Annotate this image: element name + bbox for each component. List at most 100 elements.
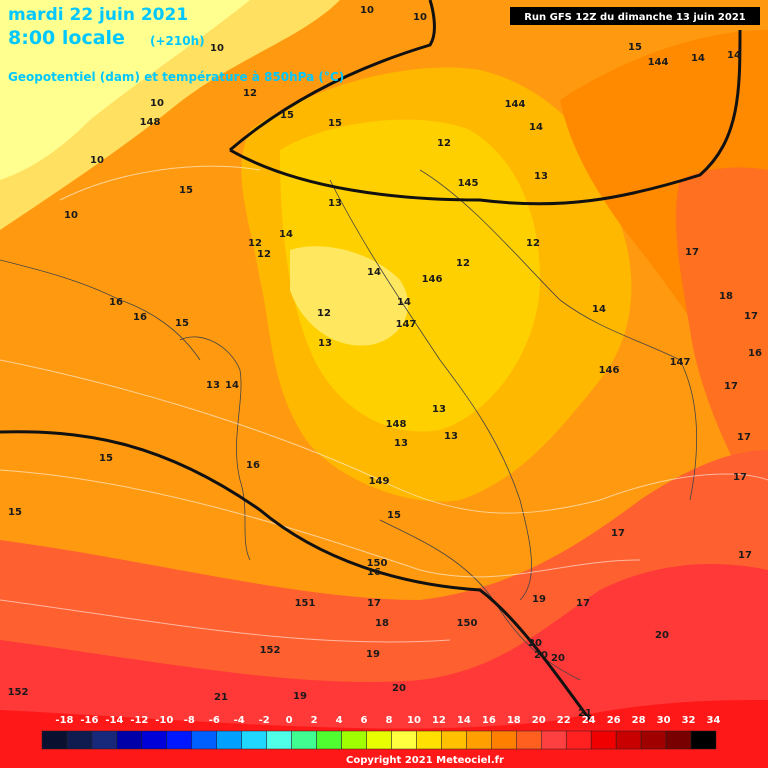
contour-label: 20 xyxy=(528,638,542,649)
contour-label: 16 xyxy=(748,348,762,359)
legend-swatch xyxy=(66,730,93,750)
contour-label: 17 xyxy=(733,472,747,483)
contour-label: 16 xyxy=(109,297,123,308)
contour-label: 10 xyxy=(90,155,104,166)
legend-swatch xyxy=(615,730,642,750)
legend-swatch xyxy=(266,730,292,750)
east-hot xyxy=(675,167,768,520)
legend-label: -8 xyxy=(184,715,195,726)
contour-label: 146 xyxy=(422,274,443,285)
contour-label: 19 xyxy=(293,691,307,702)
legend-label: 2 xyxy=(311,715,318,726)
contour-label: 20 xyxy=(551,653,565,664)
contour-label: 152 xyxy=(260,645,281,656)
legend-swatch xyxy=(166,730,193,750)
contour-label: 14 xyxy=(592,304,606,315)
contour-label: 144 xyxy=(505,99,526,110)
date: mardi 22 juin 2021 xyxy=(8,5,188,25)
contour-label: 149 xyxy=(369,476,390,487)
local-time: 8:00 locale xyxy=(8,27,125,49)
legend-label: -2 xyxy=(259,715,270,726)
legend-swatch xyxy=(216,730,242,750)
contour-label: 151 xyxy=(295,598,316,609)
legend-label: -18 xyxy=(55,715,73,726)
legend-swatch xyxy=(316,730,342,750)
contour-label: 18 xyxy=(719,291,733,302)
contour-label: 13 xyxy=(206,380,220,391)
legend-label: 10 xyxy=(407,715,421,726)
legend-swatch xyxy=(91,730,118,750)
contour-label: 15 xyxy=(328,118,342,129)
legend-label: 14 xyxy=(457,715,471,726)
contour-label: 17 xyxy=(576,598,590,609)
legend-swatch xyxy=(141,730,168,750)
legend-label: 34 xyxy=(707,715,721,726)
legend-swatch xyxy=(391,730,417,750)
contour-label: 148 xyxy=(386,419,407,430)
contour-label: 15 xyxy=(628,42,642,53)
run-box xyxy=(510,7,760,25)
contour-label: 17 xyxy=(737,432,751,443)
legend-label: 20 xyxy=(532,715,546,726)
contour-label: 150 xyxy=(457,618,478,629)
contour-label: 17 xyxy=(738,550,752,561)
legend-label: 22 xyxy=(557,715,571,726)
contour-label: 21 xyxy=(578,708,592,719)
contour-labels: 10 10 10 10 10 10 12 15 15 148 15 12 144 14 13 145 15 144… xyxy=(8,5,762,719)
contour-label: 14 xyxy=(225,380,239,391)
legend-label: 8 xyxy=(386,715,393,726)
contour-label: 14 xyxy=(727,50,741,61)
legend-label: 26 xyxy=(607,715,621,726)
contour-label: 150 xyxy=(367,558,388,569)
legend-label: -4 xyxy=(234,715,245,726)
run-info: Run GFS 12Z du dimanche 13 juin 2021 xyxy=(524,12,746,23)
contour-label: 16 xyxy=(367,567,381,578)
geopotential-contour xyxy=(0,430,592,721)
legend-label: 24 xyxy=(582,715,596,726)
legend-swatch xyxy=(665,730,692,750)
contour-label: 16 xyxy=(246,460,260,471)
legend-label: 30 xyxy=(657,715,671,726)
contour-label: 17 xyxy=(367,598,381,609)
legend-swatch xyxy=(116,730,143,750)
legend-label: -10 xyxy=(155,715,173,726)
contour-label: 14 xyxy=(529,122,543,133)
mild-core xyxy=(290,246,409,346)
legend-swatch xyxy=(690,730,717,750)
contour-label: 15 xyxy=(387,510,401,521)
contour-label: 17 xyxy=(685,247,699,258)
contour-label: 12 xyxy=(243,88,257,99)
contour-label: 19 xyxy=(532,594,546,605)
contour-label: 13 xyxy=(444,431,458,442)
contour-label: 148 xyxy=(140,117,161,128)
legend-label: -16 xyxy=(80,715,98,726)
contour-label: 14 xyxy=(397,297,411,308)
legend-label: 16 xyxy=(482,715,496,726)
contour-label: 12 xyxy=(456,258,470,269)
legend-swatch xyxy=(516,730,542,750)
legend-swatch xyxy=(590,730,617,750)
legend-swatch xyxy=(366,730,392,750)
contour-label: 20 xyxy=(655,630,669,641)
color-legend: -18 -16 -14 -12 -10 -8 -6 -4 -2 0 2 4 6 8 10 12 14 16 18 20… xyxy=(41,715,721,750)
contour-label: 17 xyxy=(744,311,758,322)
legend-label: -14 xyxy=(105,715,123,726)
contour-label: 12 xyxy=(437,138,451,149)
contour-label: 13 xyxy=(318,338,332,349)
legend-label: 4 xyxy=(336,715,343,726)
contour-label: 20 xyxy=(534,650,548,661)
mild-zone xyxy=(280,119,540,432)
legend-label: -12 xyxy=(130,715,148,726)
contour-label: 14 xyxy=(279,229,293,240)
contour-label: 15 xyxy=(8,507,22,518)
legend-swatch xyxy=(241,730,267,750)
legend-swatch xyxy=(565,730,592,750)
contour-label: 12 xyxy=(317,308,331,319)
geopotential-contour xyxy=(229,0,742,206)
contour-label: 10 xyxy=(64,210,78,221)
contour-label: 14 xyxy=(691,53,705,64)
contour-label: 10 xyxy=(210,43,224,54)
contour-label: 145 xyxy=(458,178,479,189)
